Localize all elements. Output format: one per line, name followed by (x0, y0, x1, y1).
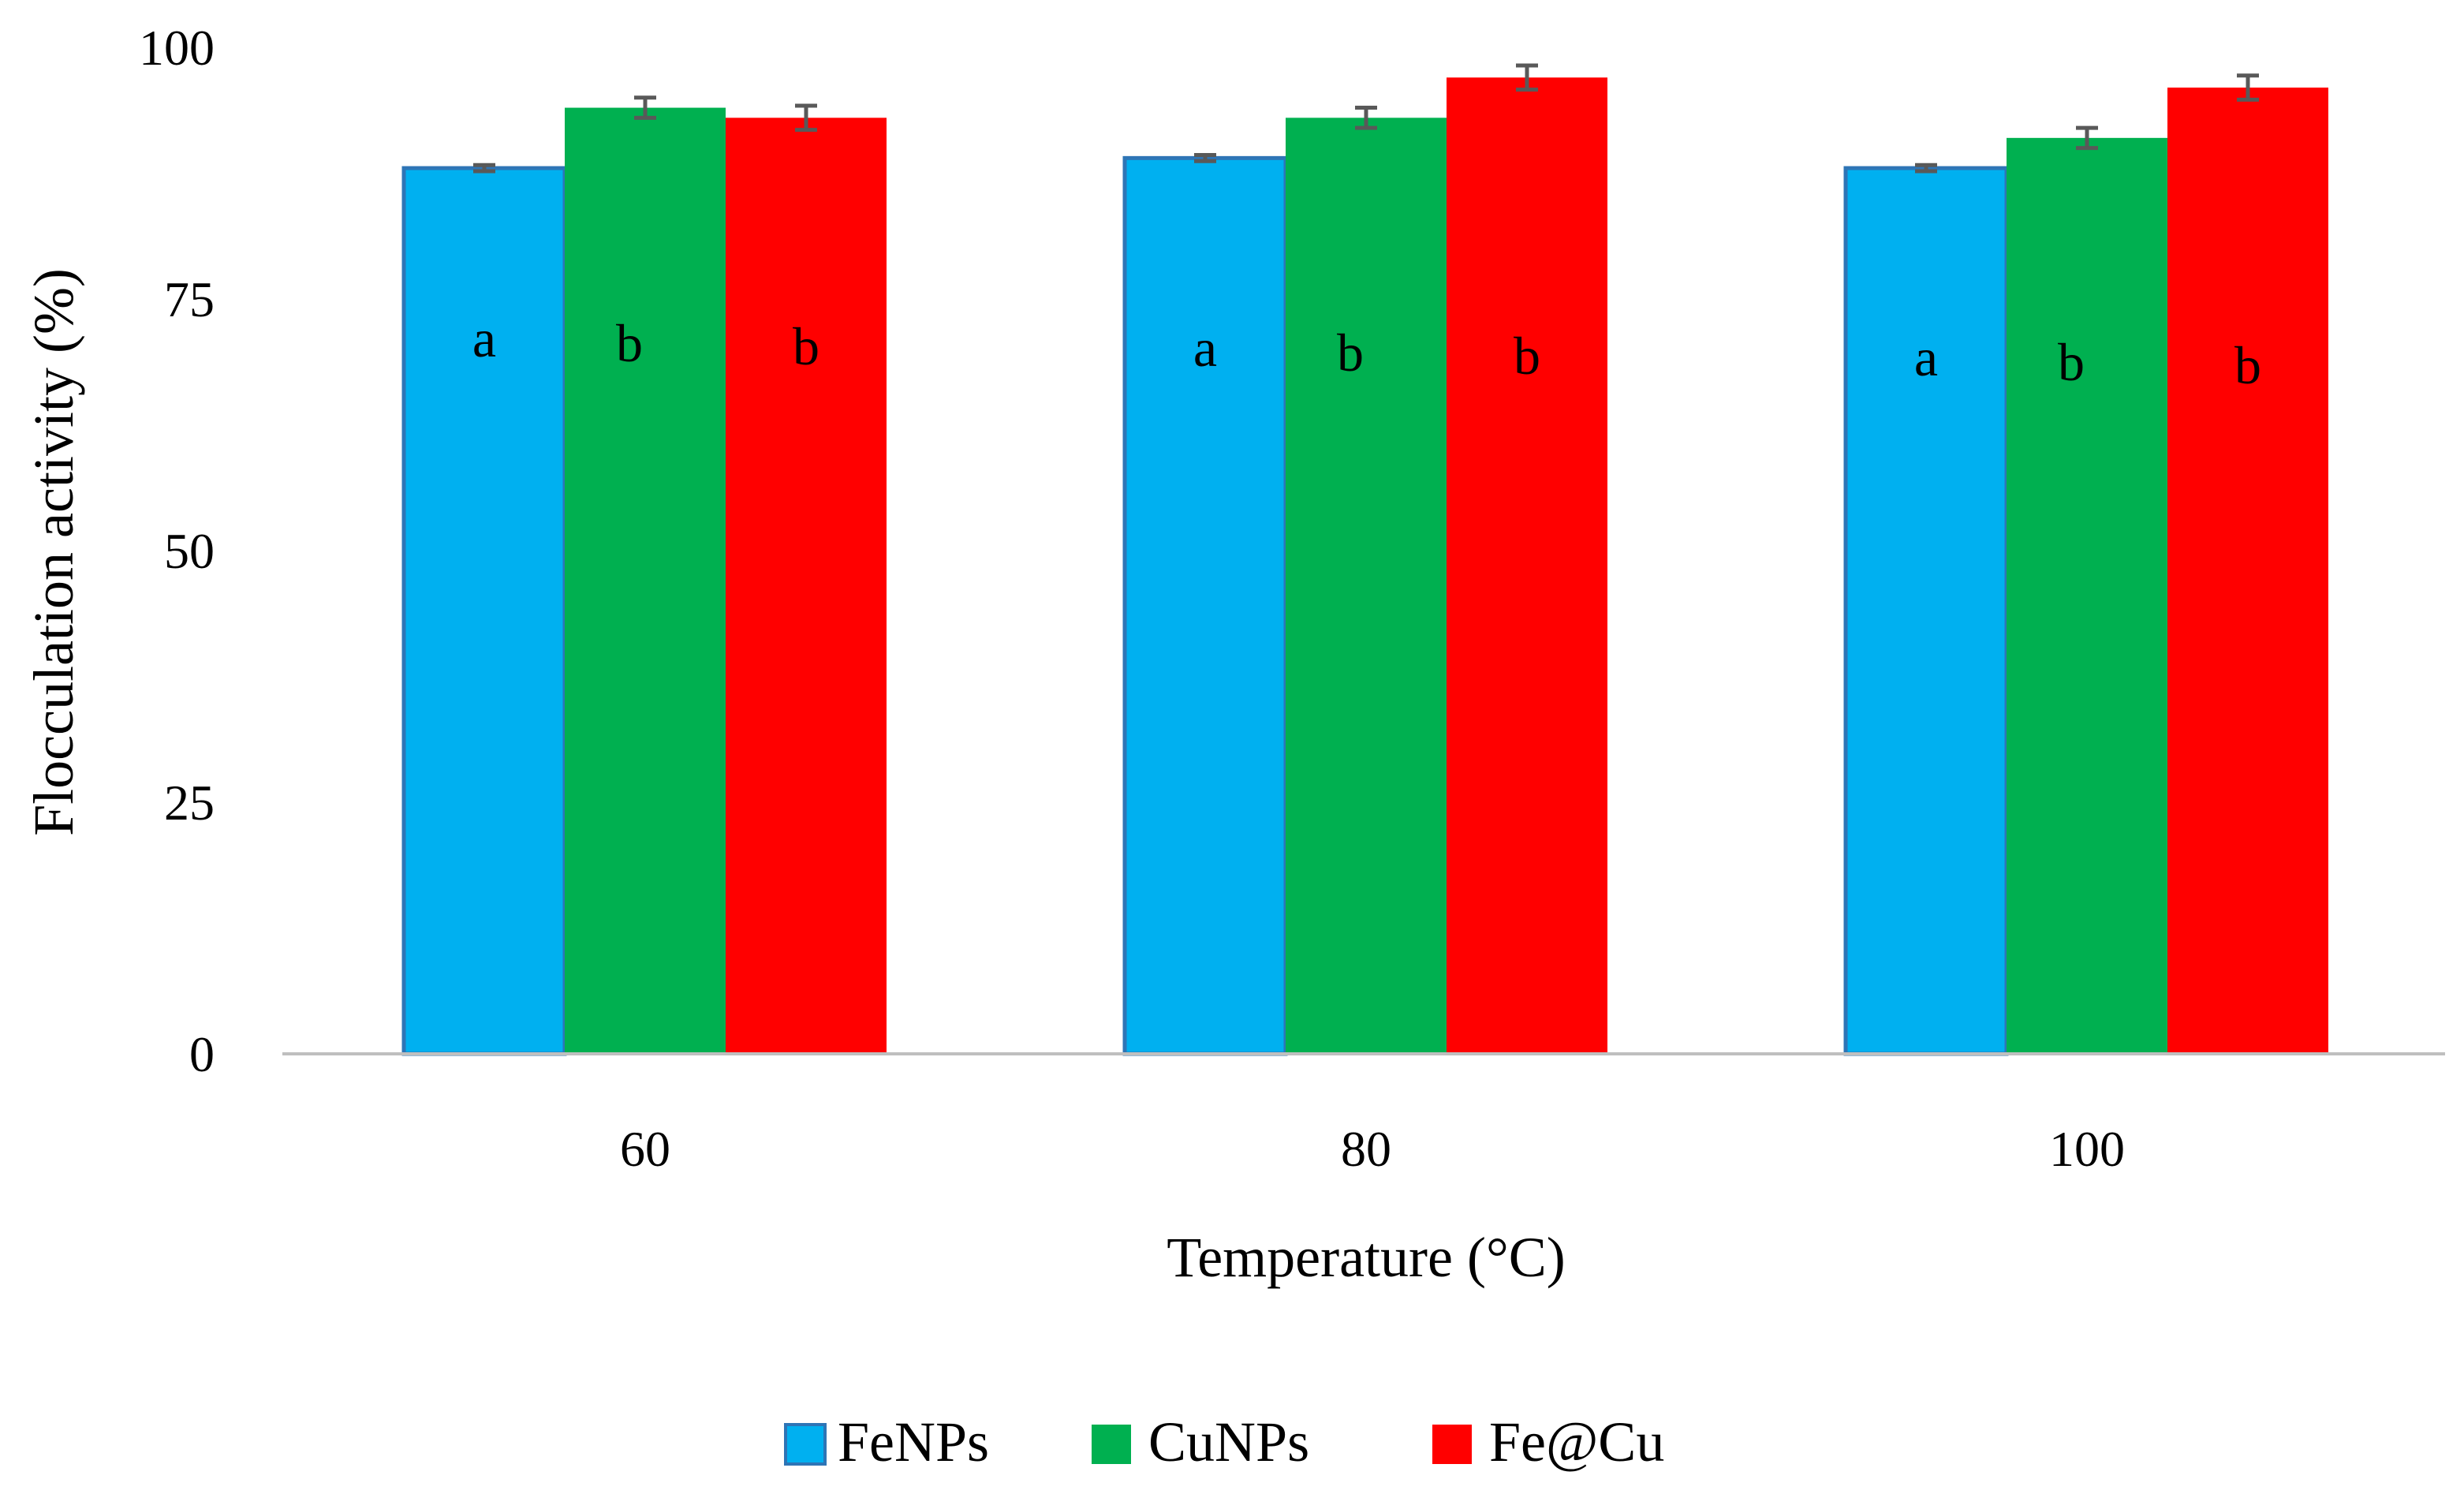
significance-label: b (2234, 335, 2261, 395)
error-bar-cunps-100 (2076, 125, 2098, 151)
legend-label: CuNPs (1148, 1410, 1309, 1473)
legend-item-cunps: CuNPs (1092, 1410, 1309, 1473)
bar-fenps-80 (1122, 155, 1288, 1056)
bar-cunps-100 (2007, 137, 2167, 1055)
x-tick-labels: 60 80 100 (620, 1121, 2125, 1177)
significance-label: b (1337, 323, 1364, 383)
error-bar-cunps-80 (1355, 106, 1377, 130)
legend-swatch (1092, 1425, 1131, 1464)
legend-item-fe-cu: Fe@Cu (1432, 1410, 1664, 1473)
y-tick-label: 50 (164, 523, 215, 579)
error-bar-fenps-100 (1915, 162, 1937, 174)
error-bar-fenps-80 (1194, 153, 1216, 163)
bar-fenps-100 (1843, 166, 2009, 1056)
bars-layer (401, 77, 2328, 1056)
y-tick-labels: 0 25 50 75 100 (139, 20, 215, 1082)
significance-label: b (616, 313, 643, 373)
bar-cunps-60 (565, 107, 726, 1054)
significance-label: b (793, 316, 819, 376)
bar-fe-cu-100 (2167, 88, 2328, 1054)
x-tick-label: 100 (2049, 1121, 2125, 1177)
y-tick-label: 100 (139, 20, 215, 76)
x-tick-label: 60 (620, 1121, 670, 1177)
legend-label: FeNPs (838, 1410, 989, 1473)
y-tick-label: 75 (164, 271, 215, 327)
x-tick-label: 80 (1341, 1121, 1391, 1177)
error-bar-fenps-60 (473, 162, 495, 174)
significance-label: b (1514, 326, 1540, 386)
error-bar-fe-cu-60 (795, 103, 817, 133)
legend: FeNPs CuNPs Fe@Cu (784, 1410, 1664, 1473)
error-bar-fe-cu-80 (1516, 63, 1538, 92)
y-tick-label: 25 (164, 775, 215, 831)
legend-swatch (1432, 1425, 1472, 1464)
significance-label: a (1193, 318, 1217, 378)
legend-swatch (784, 1423, 827, 1466)
error-bar-cunps-60 (634, 95, 656, 120)
legend-item-fenps: FeNPs (784, 1410, 989, 1473)
errorbars-layer (473, 63, 2259, 174)
y-tick-label: 0 (189, 1026, 215, 1082)
y-axis-title: Flocculation activity (%) (22, 268, 85, 836)
bar-fenps-60 (401, 166, 567, 1056)
x-axis-title: Temperature (°C) (1167, 1226, 1566, 1289)
significance-label: a (1914, 327, 1938, 387)
significance-label: b (2058, 332, 2085, 392)
bar-cunps-80 (1286, 118, 1447, 1054)
significance-label: a (472, 308, 496, 368)
legend-label: Fe@Cu (1489, 1410, 1664, 1473)
bar-fe-cu-60 (726, 118, 887, 1054)
error-bar-fe-cu-100 (2237, 73, 2259, 102)
bar-fe-cu-80 (1447, 77, 1607, 1054)
